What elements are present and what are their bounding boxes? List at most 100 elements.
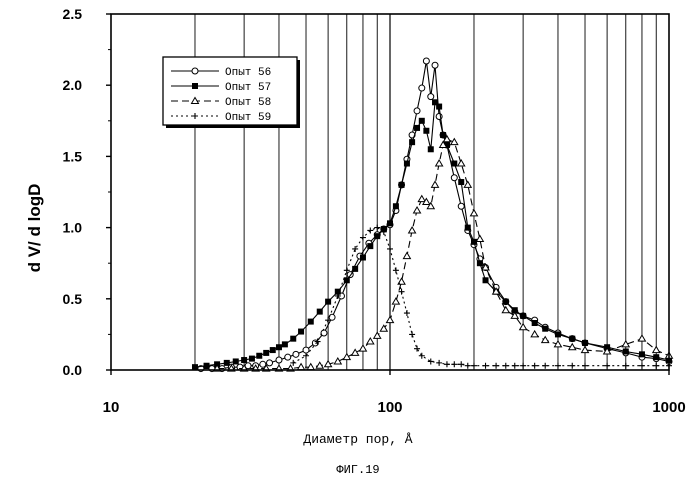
- series-line: [217, 139, 669, 368]
- data-point: [604, 363, 610, 369]
- data-point: [436, 360, 442, 366]
- data-point: [419, 353, 425, 359]
- data-point: [374, 332, 381, 338]
- data-point: [367, 338, 374, 344]
- data-point: [374, 225, 380, 231]
- data-point: [555, 331, 561, 337]
- data-point: [404, 310, 410, 316]
- y-axis-label: d V/ d logD: [25, 184, 44, 273]
- axis-ticks: 0.00.51.01.52.02.5101001000: [63, 6, 686, 416]
- data-point: [582, 347, 589, 353]
- legend-label: Опыт 56: [225, 67, 271, 79]
- data-point: [329, 314, 335, 320]
- data-point: [638, 335, 645, 341]
- data-point: [520, 324, 527, 330]
- data-point: [471, 363, 477, 369]
- data-point: [503, 299, 509, 305]
- data-point: [451, 161, 457, 167]
- data-point: [387, 317, 394, 323]
- data-point: [321, 330, 327, 336]
- legend-label: Опыт 57: [225, 82, 271, 94]
- data-point: [249, 356, 255, 362]
- data-point: [192, 83, 198, 89]
- data-point: [256, 353, 262, 359]
- data-point: [343, 354, 350, 360]
- data-point: [569, 336, 575, 342]
- data-point: [476, 235, 483, 241]
- data-point: [392, 298, 399, 304]
- data-point: [428, 358, 434, 364]
- legend-label: Опыт 58: [225, 97, 271, 109]
- data-point: [403, 253, 410, 259]
- data-point: [451, 361, 457, 367]
- data-point: [352, 266, 358, 272]
- y-tick-label: 1.5: [63, 148, 83, 164]
- x-axis-label: Диаметр пор, Å: [303, 432, 412, 447]
- data-point: [653, 363, 659, 369]
- data-point: [444, 361, 450, 367]
- data-point: [276, 357, 282, 363]
- y-tick-label: 1.0: [63, 220, 83, 236]
- data-point: [623, 363, 629, 369]
- data-point: [493, 363, 499, 369]
- series-line: [195, 102, 669, 367]
- data-point: [582, 340, 588, 346]
- data-point: [532, 320, 538, 326]
- data-point: [409, 227, 416, 233]
- data-point: [458, 361, 464, 367]
- data-point: [276, 344, 282, 350]
- data-point: [542, 326, 548, 332]
- data-point: [267, 360, 273, 366]
- figure-caption: ФИГ.19: [336, 463, 379, 477]
- series: [214, 136, 673, 371]
- data-point: [458, 179, 464, 185]
- data-point: [367, 227, 373, 233]
- data-point: [483, 277, 489, 283]
- data-point: [290, 336, 296, 342]
- data-point: [359, 345, 366, 351]
- data-point: [520, 363, 526, 369]
- data-point: [414, 108, 420, 114]
- data-point: [409, 139, 415, 145]
- data-point: [290, 360, 296, 366]
- data-point: [204, 363, 210, 369]
- x-tick-label: 1000: [652, 399, 685, 416]
- data-point: [360, 235, 366, 241]
- data-point: [639, 351, 645, 357]
- data-point: [451, 175, 457, 181]
- data-point: [308, 319, 314, 325]
- data-point: [317, 309, 323, 315]
- y-tick-label: 2.0: [63, 77, 83, 93]
- data-point: [423, 58, 429, 64]
- data-point: [409, 331, 415, 337]
- data-point: [653, 354, 659, 360]
- data-point: [465, 363, 471, 369]
- data-point: [303, 353, 309, 359]
- data-point: [282, 341, 288, 347]
- data-point: [502, 307, 509, 313]
- legend: Опыт 56Опыт 57Опыт 58Опыт 59: [163, 57, 300, 128]
- data-point: [352, 349, 359, 355]
- data-point: [423, 128, 429, 134]
- data-point: [531, 331, 538, 337]
- x-tick-label: 100: [377, 399, 402, 416]
- data-point: [325, 299, 331, 305]
- data-point: [436, 104, 442, 110]
- data-point: [532, 363, 538, 369]
- x-tick-label: 10: [103, 399, 120, 416]
- data-point: [293, 351, 299, 357]
- data-point: [555, 363, 561, 369]
- data-point: [639, 363, 645, 369]
- data-point: [298, 329, 304, 335]
- data-point: [298, 364, 305, 370]
- data-point: [569, 363, 575, 369]
- data-point: [432, 62, 438, 68]
- data-point: [419, 85, 425, 91]
- data-point: [270, 347, 276, 353]
- data-point: [520, 313, 526, 319]
- data-point: [418, 196, 425, 202]
- data-point: [440, 132, 446, 138]
- data-point: [542, 337, 549, 343]
- y-tick-label: 2.5: [63, 6, 83, 22]
